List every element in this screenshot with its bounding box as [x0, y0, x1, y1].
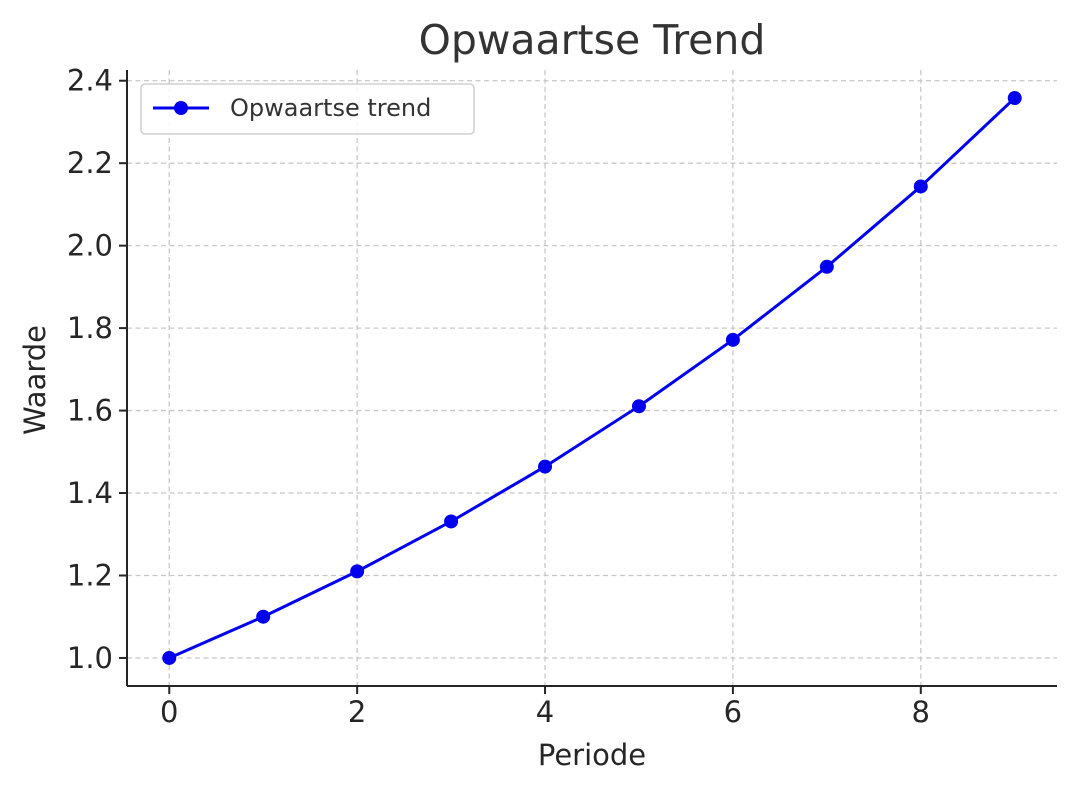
x-axis-label: Periode [538, 738, 646, 772]
data-point [1007, 91, 1022, 106]
data-point [819, 259, 834, 274]
data-point [350, 564, 365, 579]
x-tick-label: 2 [348, 695, 366, 729]
series-line [168, 96, 1016, 660]
data-point [631, 399, 646, 414]
x-tick-label: 8 [912, 695, 930, 729]
y-tick-label: 2.0 [67, 229, 113, 263]
data-point [256, 609, 271, 624]
y-tick-label: 1.0 [67, 641, 113, 675]
y-tick-label: 1.2 [67, 558, 113, 592]
x-tick-label: 6 [724, 695, 742, 729]
x-tick-label: 4 [536, 695, 554, 729]
y-tick-label: 1.6 [67, 394, 113, 428]
data-point [725, 332, 740, 347]
chart-title: Opwaartse Trend [419, 16, 766, 64]
y-tick-label: 1.4 [67, 476, 113, 510]
grid [127, 70, 1057, 686]
x-tick-label: 0 [160, 695, 178, 729]
y-tick-label: 2.4 [67, 64, 113, 98]
ticks: 0 2 4 6 8 1.0 1.2 1.4 1.6 1.8 2.0 2.2 2.4 [67, 64, 930, 729]
legend-marker-swatch [174, 101, 188, 115]
y-tick-label: 1.8 [67, 311, 113, 345]
legend-entry-label: Opwaartse trend [230, 94, 431, 122]
axes [126, 70, 1057, 687]
legend: Opwaartse trend [140, 83, 475, 135]
data-point [538, 459, 553, 474]
data-point [162, 650, 177, 665]
data-point [913, 179, 928, 194]
data-point [444, 514, 459, 529]
series-group [162, 91, 1022, 665]
y-axis-label: Waarde [18, 325, 52, 435]
legend-frame [140, 83, 475, 135]
y-tick-label: 2.2 [67, 146, 113, 180]
